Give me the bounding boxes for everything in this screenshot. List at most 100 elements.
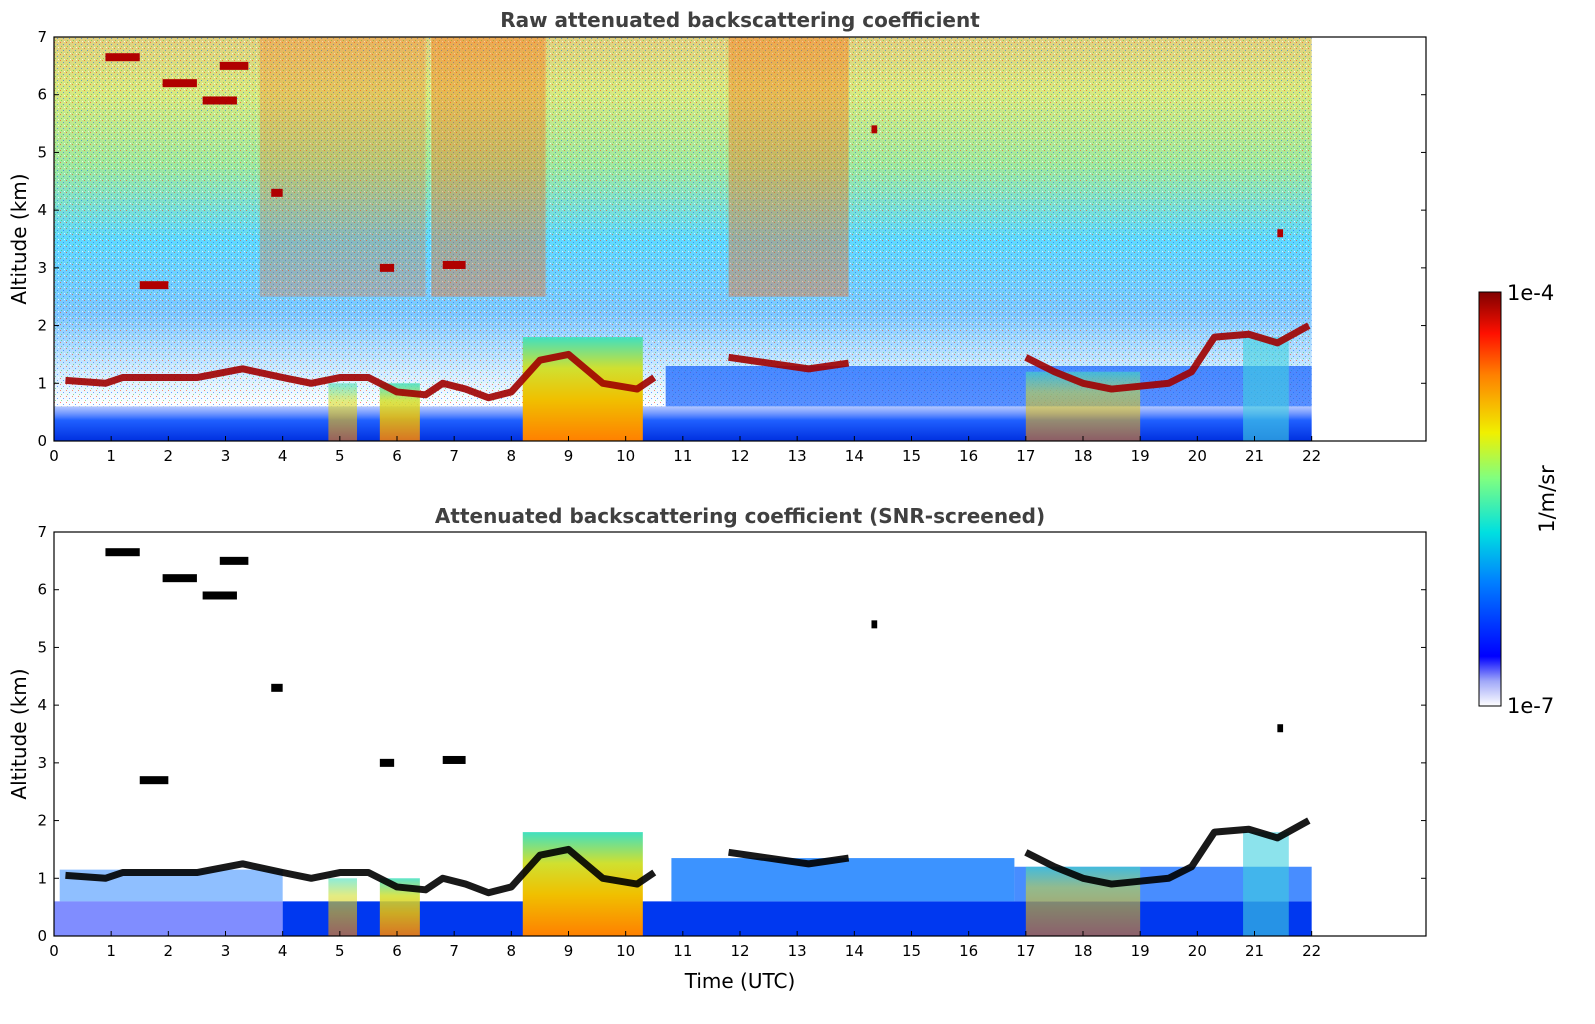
raw-blue-mid xyxy=(665,365,1312,407)
x-tick-label: 17 xyxy=(1016,447,1035,465)
y-tick-label: 4 xyxy=(37,696,47,714)
y-tick-label: 7 xyxy=(37,28,47,46)
y-tick-label: 3 xyxy=(37,259,47,277)
x-tick-label: 13 xyxy=(788,447,807,465)
y-tick-label: 7 xyxy=(37,523,47,541)
cloud-base-line xyxy=(65,845,657,897)
precipitation-plume xyxy=(328,383,357,441)
x-tick-label: 15 xyxy=(902,447,921,465)
colorbar-units-label: 1/m/sr xyxy=(1535,465,1559,533)
screened-panel: Attenuated backscattering coefficient (S… xyxy=(7,504,1427,993)
x-tick-label: 12 xyxy=(730,447,749,465)
x-tick-label: 8 xyxy=(507,942,517,960)
precipitation-plume xyxy=(1243,337,1289,441)
x-tick-label: 7 xyxy=(449,942,459,960)
elevated-cloud-patch xyxy=(139,776,169,785)
x-tick-label: 0 xyxy=(49,447,59,465)
x-tick-label: 11 xyxy=(673,447,692,465)
y-tick-label: 4 xyxy=(37,201,47,219)
elevated-cloud-patch xyxy=(219,556,249,565)
raw-warm-band xyxy=(728,37,849,297)
screened-surface-left xyxy=(54,901,283,936)
x-tick-label: 16 xyxy=(959,942,978,960)
colorbar-gradient xyxy=(1478,291,1502,707)
elevated-cloud-patch xyxy=(105,548,140,557)
y-tick-label: 6 xyxy=(37,86,47,104)
raw-y-axis-label: Altitude (km) xyxy=(7,173,31,304)
x-tick-label: 20 xyxy=(1188,942,1207,960)
x-tick-label: 8 xyxy=(507,447,517,465)
x-tick-label: 9 xyxy=(564,447,574,465)
x-tick-label: 18 xyxy=(1073,447,1092,465)
cloud-base-line xyxy=(1024,817,1311,888)
raw-panel-title: Raw attenuated backscattering coefficien… xyxy=(500,8,980,32)
elevated-cloud-patch xyxy=(162,574,197,583)
x-tick-label: 10 xyxy=(616,447,635,465)
x-tick-label: 13 xyxy=(788,942,807,960)
x-axis-label: Time (UTC) xyxy=(684,969,796,993)
screened-mid-band xyxy=(671,858,1015,902)
x-tick-label: 10 xyxy=(616,942,635,960)
raw-panel: Raw attenuated backscattering coefficien… xyxy=(7,8,1427,465)
x-tick-label: 3 xyxy=(221,447,231,465)
colorbar-max-label: 1e-4 xyxy=(1507,281,1554,305)
precipitation-plume xyxy=(328,878,357,936)
cloud-base-line xyxy=(1024,322,1311,393)
x-tick-label: 20 xyxy=(1188,447,1207,465)
x-tick-label: 5 xyxy=(335,942,345,960)
x-tick-label: 12 xyxy=(730,942,749,960)
y-tick-label: 3 xyxy=(37,754,47,772)
screened-surface-band xyxy=(282,901,1312,936)
elevated-cloud-patch xyxy=(271,188,283,197)
x-tick-label: 15 xyxy=(902,942,921,960)
y-tick-label: 1 xyxy=(37,869,47,887)
elevated-cloud-patch xyxy=(442,260,466,269)
cloud-base-line xyxy=(728,848,850,868)
screened-y-axis-label: Altitude (km) xyxy=(7,668,31,799)
x-tick-label: 14 xyxy=(845,447,864,465)
x-tick-label: 22 xyxy=(1302,447,1321,465)
raw-warm-band xyxy=(259,37,426,297)
elevated-cloud-patch xyxy=(271,683,283,692)
x-tick-label: 7 xyxy=(449,447,459,465)
x-tick-label: 21 xyxy=(1245,942,1264,960)
y-tick-label: 6 xyxy=(37,581,47,599)
screened-panel-title: Attenuated backscattering coefficient (S… xyxy=(435,504,1045,528)
raw-noise-speckle xyxy=(54,37,1312,407)
elevated-cloud-patch xyxy=(1277,724,1284,733)
y-tick-label: 2 xyxy=(37,812,47,830)
elevated-cloud-patch xyxy=(202,591,237,600)
x-tick-label: 6 xyxy=(392,942,402,960)
x-tick-label: 0 xyxy=(49,942,59,960)
elevated-cloud-patch xyxy=(219,61,249,70)
x-tick-label: 1 xyxy=(106,942,116,960)
elevated-cloud-patch xyxy=(442,755,466,764)
cloud-base-line xyxy=(728,353,850,373)
x-tick-label: 2 xyxy=(164,447,174,465)
x-tick-label: 22 xyxy=(1302,942,1321,960)
elevated-cloud-patch xyxy=(105,53,140,62)
raw-heatmap xyxy=(54,37,1312,441)
x-tick-label: 6 xyxy=(392,447,402,465)
x-tick-label: 21 xyxy=(1245,447,1264,465)
screened-heatmap xyxy=(54,548,1312,936)
raw-warm-band xyxy=(431,37,546,297)
x-tick-label: 14 xyxy=(845,942,864,960)
y-tick-label: 1 xyxy=(37,374,47,392)
elevated-cloud-patch xyxy=(202,96,237,105)
x-tick-label: 11 xyxy=(673,942,692,960)
x-tick-label: 5 xyxy=(335,447,345,465)
colorbar: 1e-4 1e-7 1/m/sr xyxy=(1478,281,1559,718)
elevated-cloud-patch xyxy=(379,758,395,767)
elevated-cloud-patch xyxy=(1277,229,1284,238)
y-tick-label: 0 xyxy=(37,927,47,945)
colorbar-min-label: 1e-7 xyxy=(1507,694,1554,718)
y-tick-label: 5 xyxy=(37,143,47,161)
x-tick-label: 16 xyxy=(959,447,978,465)
x-tick-label: 9 xyxy=(564,942,574,960)
x-tick-label: 4 xyxy=(278,942,288,960)
x-tick-label: 2 xyxy=(164,942,174,960)
y-tick-label: 5 xyxy=(37,638,47,656)
